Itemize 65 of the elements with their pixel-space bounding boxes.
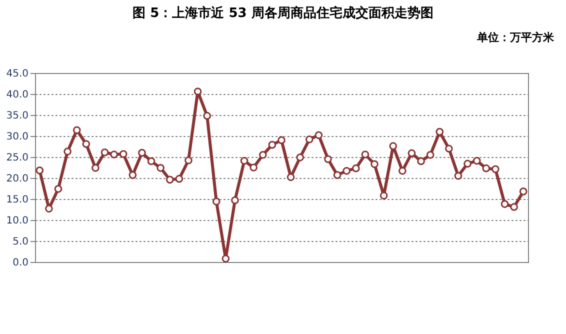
- point: [342, 166, 351, 175]
- point: [156, 164, 164, 172]
- point: [212, 198, 220, 206]
- y-tick-label: 35.0: [6, 110, 28, 122]
- chart-title: 图 5：上海市近 53 周各周商品住宅成交面积走势图: [132, 4, 434, 22]
- point: [194, 88, 202, 96]
- point: [184, 156, 192, 164]
- point: [128, 171, 137, 179]
- point: [519, 188, 528, 196]
- point: [203, 112, 211, 120]
- y-tick-label: 5.0: [12, 236, 28, 248]
- point: [436, 128, 444, 136]
- y-tick-label: 10.0: [6, 216, 28, 226]
- point: [36, 166, 44, 174]
- point: [417, 157, 425, 166]
- point: [138, 148, 146, 157]
- point: [445, 144, 453, 153]
- y-tick-label: 30.0: [6, 132, 28, 142]
- point: [72, 126, 81, 134]
- point: [426, 150, 434, 159]
- point: [389, 142, 398, 150]
- point: [110, 150, 118, 158]
- point: [482, 164, 490, 172]
- point: [361, 150, 370, 158]
- y-tick-label: 15.0: [6, 194, 28, 206]
- point: [464, 160, 472, 168]
- text: 单位：万平方米: [477, 30, 554, 45]
- point: [100, 148, 109, 156]
- point: [278, 136, 286, 144]
- y-tick-label: 40.0: [6, 90, 28, 100]
- point: [492, 165, 500, 174]
- point: [54, 185, 62, 193]
- point: [408, 149, 416, 158]
- point: [240, 156, 248, 165]
- point: [352, 164, 360, 172]
- point: [147, 157, 156, 166]
- point: [82, 140, 90, 148]
- point: [314, 131, 323, 140]
- point: [398, 166, 406, 175]
- point: [166, 176, 174, 184]
- point: [500, 200, 509, 208]
- y-tick-label: 0.0: [12, 258, 28, 268]
- point: [454, 172, 462, 180]
- point: [119, 150, 128, 158]
- y-tick-label: 20.0: [6, 174, 28, 184]
- point: [333, 171, 342, 179]
- point: [250, 164, 258, 172]
- point: [305, 135, 314, 144]
- point: [324, 155, 332, 164]
- point: [45, 204, 53, 213]
- point: [296, 154, 304, 162]
- point: [370, 160, 378, 168]
- point: [222, 254, 230, 263]
- point: [258, 150, 267, 159]
- y-tick-label: 45.0: [6, 68, 28, 80]
- point: [510, 203, 518, 211]
- point: [92, 164, 100, 172]
- point: [64, 148, 72, 156]
- point: [286, 173, 295, 182]
- point: [472, 156, 481, 165]
- y-tick-label: 25.0: [6, 152, 28, 164]
- point: [175, 174, 184, 183]
- point: [380, 192, 388, 200]
- point: [231, 196, 239, 204]
- point: [268, 140, 276, 149]
